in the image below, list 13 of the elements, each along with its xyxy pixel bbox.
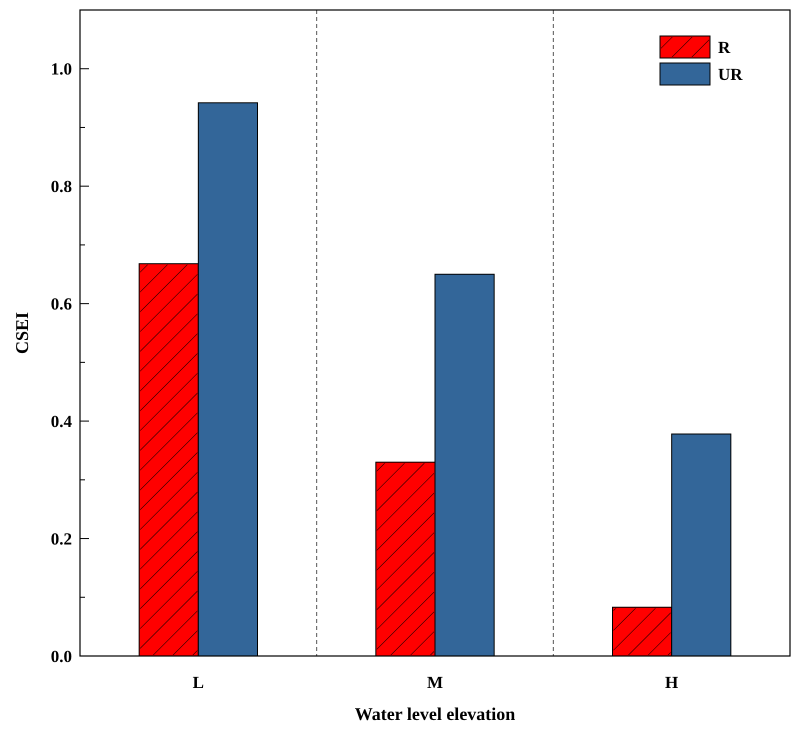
y-tick-label: 0.4 [50,412,72,432]
legend-label: R [718,38,731,57]
text: 0.0 [50,646,72,666]
x-tick-label: M [426,672,444,692]
y-axis-title: CSEI [12,312,32,354]
y-tick-label: 0.8 [50,177,72,196]
x-tick-label: L [192,672,204,692]
x-axis-title: Water level elevation [354,704,516,724]
text: 1.0 [50,60,72,79]
y-tick-label: 0.6 [50,294,72,314]
legend-label: UR [718,64,744,84]
x-tick-label: H [665,672,678,692]
y-tick-label: 0.2 [50,529,72,548]
